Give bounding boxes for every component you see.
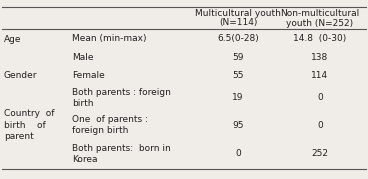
Text: Mean (min-max): Mean (min-max) bbox=[72, 35, 146, 43]
Text: Female: Female bbox=[72, 71, 105, 81]
Text: 114: 114 bbox=[311, 71, 329, 81]
Text: Multicultural youth: Multicultural youth bbox=[195, 8, 281, 18]
Text: 0: 0 bbox=[317, 93, 323, 103]
Text: youth (N=252): youth (N=252) bbox=[286, 18, 354, 28]
Text: 6.5(0-28): 6.5(0-28) bbox=[217, 35, 259, 43]
Text: 0: 0 bbox=[317, 120, 323, 129]
Text: Both parents:  born in
Korea: Both parents: born in Korea bbox=[72, 144, 171, 164]
Text: Both parents : foreign
birth: Both parents : foreign birth bbox=[72, 88, 171, 108]
Text: Gender: Gender bbox=[4, 71, 38, 81]
Text: 59: 59 bbox=[232, 54, 244, 62]
Text: (N=114): (N=114) bbox=[219, 18, 257, 28]
Text: Male: Male bbox=[72, 54, 93, 62]
Text: 252: 252 bbox=[311, 149, 329, 158]
Text: 55: 55 bbox=[232, 71, 244, 81]
Text: 14.8  (0-30): 14.8 (0-30) bbox=[293, 35, 347, 43]
Text: Country  of
birth    of
parent: Country of birth of parent bbox=[4, 109, 54, 141]
Text: 138: 138 bbox=[311, 54, 329, 62]
Text: 0: 0 bbox=[235, 149, 241, 158]
Text: 19: 19 bbox=[232, 93, 244, 103]
Text: 95: 95 bbox=[232, 120, 244, 129]
Text: One  of parents :
foreign birth: One of parents : foreign birth bbox=[72, 115, 148, 135]
Text: Non-multicultural: Non-multicultural bbox=[280, 8, 360, 18]
Text: Age: Age bbox=[4, 35, 21, 43]
